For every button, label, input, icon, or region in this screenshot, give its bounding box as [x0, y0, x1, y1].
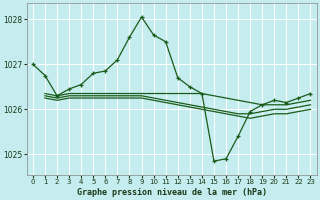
X-axis label: Graphe pression niveau de la mer (hPa): Graphe pression niveau de la mer (hPa) — [77, 188, 267, 197]
